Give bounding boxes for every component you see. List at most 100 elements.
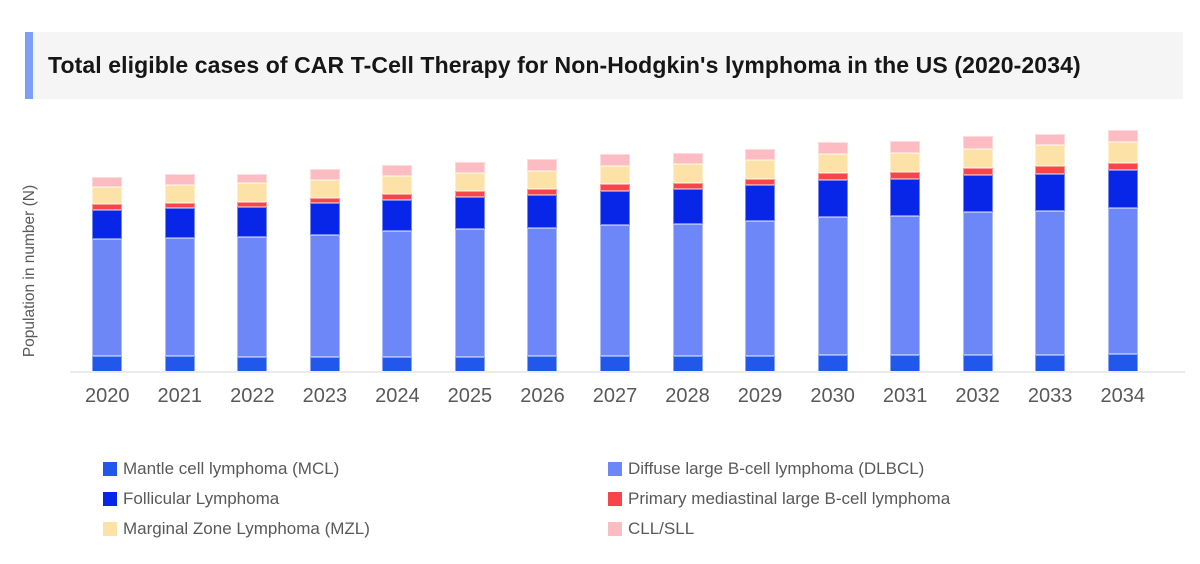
bar-2027-segment[interactable] [599,225,630,356]
bar-2030-segment[interactable] [817,173,848,180]
bar-2031-segment[interactable] [890,216,921,355]
bar-2024-segment[interactable] [382,176,413,194]
bar-2034-segment[interactable] [1107,163,1138,170]
bar-2032-segment[interactable] [962,149,993,168]
bar-2031-segment[interactable] [890,172,921,179]
bar-2029-segment[interactable] [745,185,776,221]
bar-2021-segment[interactable] [164,203,195,208]
bar-2027[interactable] [599,154,630,372]
legend-item[interactable]: Follicular Lymphoma [103,484,370,514]
legend-item[interactable]: CLL/SLL [608,514,950,544]
bar-2029-segment[interactable] [745,149,776,160]
bar-2033[interactable] [1035,134,1066,372]
bar-2023-segment[interactable] [309,169,340,180]
bar-2033-segment[interactable] [1035,166,1066,174]
bar-2028-segment[interactable] [672,164,703,183]
bar-2032-segment[interactable] [962,168,993,175]
bar-2033-segment[interactable] [1035,355,1066,372]
bar-2028[interactable] [672,153,703,372]
bar-2034[interactable] [1107,130,1138,372]
bar-2024-segment[interactable] [382,231,413,357]
bar-2021-segment[interactable] [164,356,195,372]
bar-2027-segment[interactable] [599,166,630,184]
legend-item[interactable]: Diffuse large B-cell lymphoma (DLBCL) [608,454,950,484]
bar-2025-segment[interactable] [454,191,485,197]
bar-2028-segment[interactable] [672,153,703,164]
bar-2022-segment[interactable] [237,237,268,357]
bar-2027-segment[interactable] [599,154,630,166]
bar-2031-segment[interactable] [890,179,921,216]
bar-2033-segment[interactable] [1035,134,1066,145]
bar-2020-segment[interactable] [92,204,123,210]
bar-2023-segment[interactable] [309,180,340,198]
bar-2029-segment[interactable] [745,356,776,372]
bar-2033-segment[interactable] [1035,174,1066,211]
bar-2026-segment[interactable] [527,228,558,356]
bar-2032-segment[interactable] [962,212,993,355]
bar-2032-segment[interactable] [962,136,993,149]
bar-2034-segment[interactable] [1107,354,1138,372]
bar-2026-segment[interactable] [527,195,558,228]
bar-2021[interactable] [164,174,195,372]
bar-2028-segment[interactable] [672,356,703,372]
bar-2022-segment[interactable] [237,202,268,207]
bar-2022-segment[interactable] [237,183,268,202]
bar-2023-segment[interactable] [309,198,340,203]
bar-2026-segment[interactable] [527,189,558,195]
bar-2020[interactable] [92,177,123,372]
legend-item[interactable]: Mantle cell lymphoma (MCL) [103,454,370,484]
bar-2024-segment[interactable] [382,357,413,372]
bar-2029-segment[interactable] [745,221,776,356]
bar-2021-segment[interactable] [164,238,195,356]
bar-2020-segment[interactable] [92,177,123,187]
bar-2031-segment[interactable] [890,153,921,172]
bar-2028-segment[interactable] [672,189,703,224]
bar-2034-segment[interactable] [1107,208,1138,354]
bar-2020-segment[interactable] [92,187,123,204]
bar-2029-segment[interactable] [745,160,776,179]
bar-2034-segment[interactable] [1107,130,1138,142]
legend-item[interactable]: Primary mediastinal large B-cell lymphom… [608,484,950,514]
bar-2024[interactable] [382,165,413,372]
bar-2030-segment[interactable] [817,355,848,372]
bar-2034-segment[interactable] [1107,170,1138,208]
bar-2030-segment[interactable] [817,180,848,217]
bar-2020-segment[interactable] [92,239,123,356]
bar-2030-segment[interactable] [817,154,848,173]
bar-2021-segment[interactable] [164,185,195,203]
bar-2025-segment[interactable] [454,162,485,173]
bar-2022-segment[interactable] [237,357,268,372]
bar-2023[interactable] [309,169,340,372]
bar-2033-segment[interactable] [1035,145,1066,166]
bar-2023-segment[interactable] [309,235,340,357]
bar-2021-segment[interactable] [164,174,195,185]
bar-2027-segment[interactable] [599,356,630,372]
bar-2024-segment[interactable] [382,200,413,231]
bar-2026-segment[interactable] [527,159,558,171]
bar-2031-segment[interactable] [890,141,921,153]
bar-2026[interactable] [527,159,558,372]
bar-2029-segment[interactable] [745,179,776,185]
bar-2031[interactable] [890,141,921,372]
bar-2031-segment[interactable] [890,355,921,372]
bar-2027-segment[interactable] [599,184,630,191]
bar-2025-segment[interactable] [454,197,485,229]
bar-2024-segment[interactable] [382,165,413,176]
bar-2032-segment[interactable] [962,175,993,212]
bar-2029[interactable] [745,149,776,372]
bar-2032[interactable] [962,136,993,372]
bar-2020-segment[interactable] [92,356,123,372]
bar-2030-segment[interactable] [817,142,848,154]
bar-2022-segment[interactable] [237,207,268,237]
bar-2025[interactable] [454,162,485,372]
bar-2030-segment[interactable] [817,217,848,355]
bar-2033-segment[interactable] [1035,211,1066,355]
legend-item[interactable]: Marginal Zone Lymphoma (MZL) [103,514,370,544]
bar-2025-segment[interactable] [454,173,485,191]
bar-2026-segment[interactable] [527,171,558,189]
bar-2020-segment[interactable] [92,210,123,239]
bar-2034-segment[interactable] [1107,142,1138,163]
bar-2022[interactable] [237,174,268,372]
bar-2032-segment[interactable] [962,355,993,372]
bar-2030[interactable] [817,142,848,372]
